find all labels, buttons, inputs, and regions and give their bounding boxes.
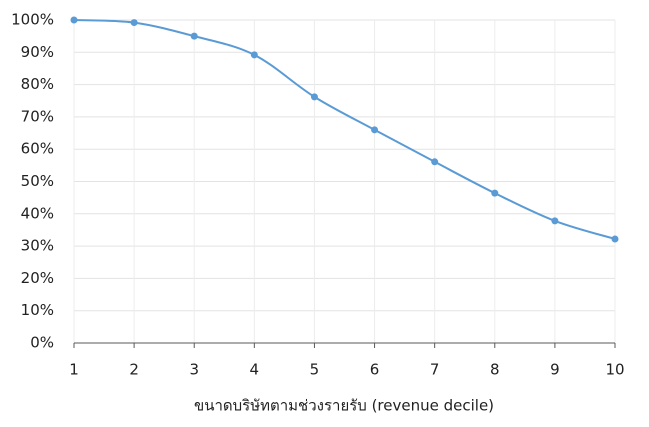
marker — [371, 126, 379, 134]
marker — [250, 51, 258, 59]
y-tick-label: 100% — [11, 11, 54, 29]
marker — [130, 19, 138, 27]
marker — [551, 217, 559, 225]
y-tick-label: 0% — [30, 334, 54, 352]
x-tick-label: 9 — [550, 361, 560, 379]
y-tick-label: 90% — [21, 43, 54, 61]
x-tick-label: 2 — [129, 361, 139, 379]
x-tick-label: 1 — [69, 361, 79, 379]
x-tick-label: 7 — [430, 361, 440, 379]
x-tick-label: 6 — [370, 361, 380, 379]
x-tick-label: 10 — [605, 361, 624, 379]
y-tick-label: 80% — [21, 75, 54, 93]
marker — [310, 93, 318, 101]
x-tick-label: 3 — [189, 361, 199, 379]
x-axis-title: ขนาดบริษัทตามช่วงรายรับ (revenue decile) — [194, 397, 494, 415]
line — [73, 19, 616, 240]
y-tick-label: 40% — [21, 204, 54, 222]
marker — [491, 189, 499, 197]
x-tick-label: 8 — [490, 361, 500, 379]
y-tick-label: 30% — [21, 237, 54, 255]
marker — [190, 32, 198, 40]
y-tick-label: 20% — [21, 269, 54, 287]
marker — [611, 235, 619, 243]
x-tick-label: 4 — [250, 361, 260, 379]
y-tick-label: 60% — [21, 140, 54, 158]
marker — [431, 158, 439, 166]
x-tick-label: 5 — [310, 361, 320, 379]
y-tick-label: 70% — [21, 107, 54, 125]
marker — [70, 16, 78, 24]
y-tick-label: 10% — [21, 301, 54, 319]
y-tick-label: 50% — [21, 172, 54, 190]
